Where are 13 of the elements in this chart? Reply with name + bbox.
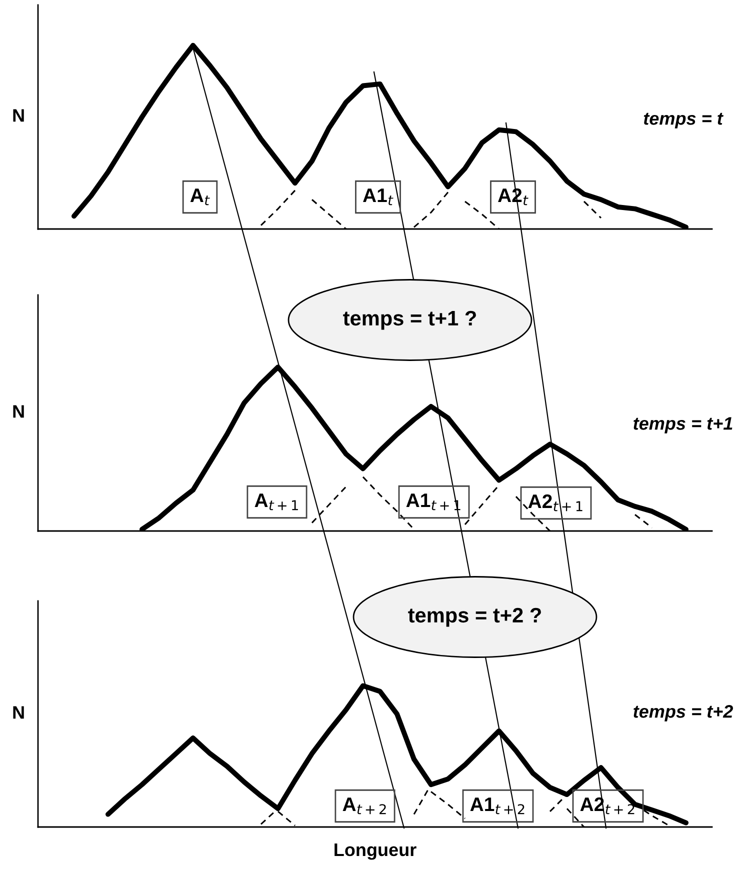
annotation: temps = t+2 — [634, 705, 733, 722]
x-axis-title: Longueur — [334, 844, 416, 860]
y-axis-title: N — [13, 405, 24, 418]
annotation: temps = t+1 — [634, 417, 732, 434]
y-axis-title: N — [13, 706, 24, 719]
y-axis-title: N — [13, 109, 24, 122]
annotation: A$_{t+2}$ — [342, 798, 386, 814]
annotation: A$_{t+1}$ — [254, 494, 298, 510]
text: temps = t+2 ? — [408, 608, 541, 627]
annotation: temps = t — [644, 112, 724, 128]
text: temps = t+1 ? — [343, 310, 476, 330]
annotation: A$_{t}$ — [190, 188, 210, 206]
annotation: A1$_{t}$ — [363, 188, 394, 206]
